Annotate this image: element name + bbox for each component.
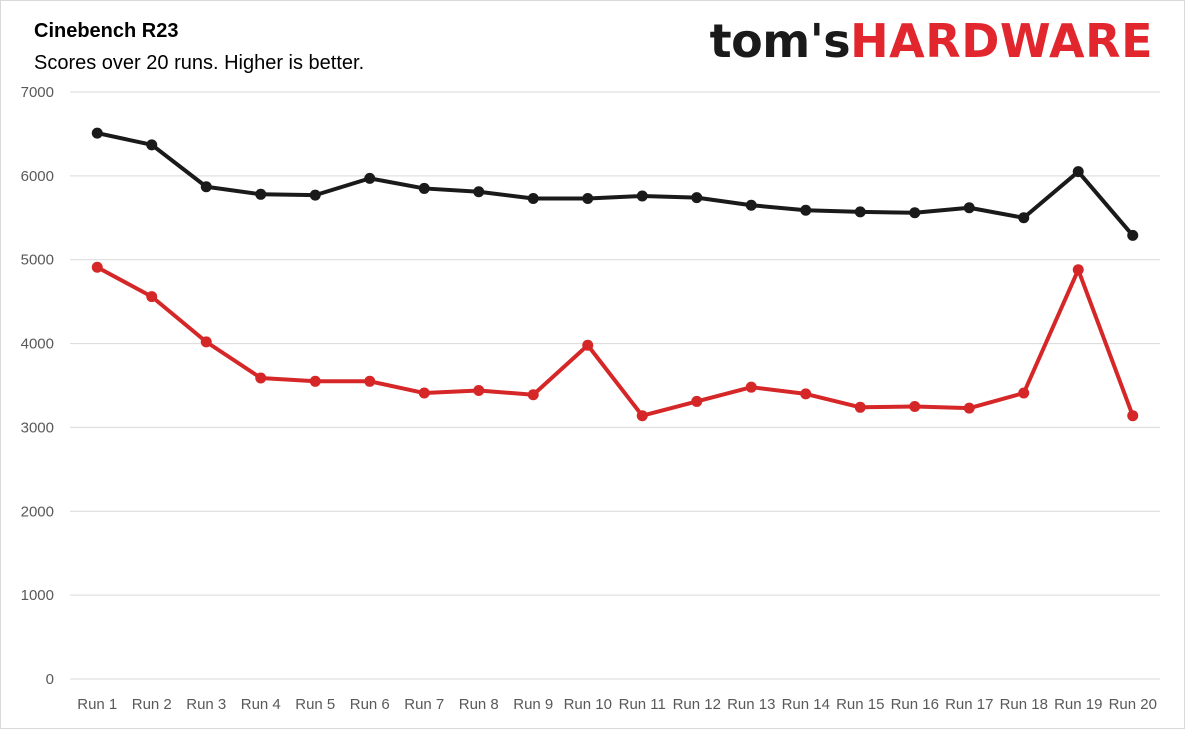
series-2-point-1 (91, 261, 103, 273)
series-1-point-18 (1018, 212, 1030, 224)
x-tick-label-17: Run 17 (945, 696, 993, 713)
x-tick-label-5: Run 5 (295, 696, 335, 713)
series-1-point-11 (636, 190, 648, 202)
series-1-point-6 (364, 172, 376, 184)
y-tick-label-2000: 2000 (21, 503, 54, 520)
series-2-point-3 (200, 336, 212, 348)
series-1-point-5 (309, 189, 321, 201)
series-1-point-9 (527, 192, 539, 204)
series-2-point-12 (691, 395, 703, 407)
series-2-point-20 (1127, 410, 1139, 422)
series-1-point-16 (909, 207, 921, 219)
y-tick-label-4000: 4000 (21, 336, 54, 353)
series-1-point-20 (1127, 229, 1139, 241)
x-tick-label-20: Run 20 (1109, 696, 1157, 713)
x-axis-labels: Run 1 Run 2 Run 3 Run 4 Run 5 Run 6 Run 7 Run 8… (77, 696, 1157, 713)
x-tick-label-7: Run 7 (404, 696, 444, 713)
y-tick-label-6000: 6000 (21, 168, 54, 185)
chart-title: Cinebench R23 (34, 20, 179, 42)
series-line-1 (95, 131, 1135, 238)
x-tick-label-13: Run 13 (727, 696, 775, 713)
series-2-point-5 (309, 375, 321, 387)
series-1-point-8 (473, 186, 485, 198)
gridlines (70, 91, 1160, 680)
x-tick-label-8: Run 8 (459, 696, 499, 713)
series-2-point-15 (854, 401, 866, 413)
series-1-point-2 (146, 139, 158, 151)
logo-hardware: HARDWARE (850, 14, 1153, 68)
x-tick-label-2: Run 2 (132, 696, 172, 713)
series-2-point-17 (963, 402, 975, 414)
series-1-point-4 (255, 188, 267, 200)
x-tick-label-15: Run 15 (836, 696, 884, 713)
series-2-point-19 (1072, 264, 1084, 276)
y-tick-label-3000: 3000 (21, 419, 54, 436)
series-1-point-13 (745, 199, 757, 211)
logo-toms: tom's (709, 14, 851, 68)
series-2-point-18 (1018, 387, 1030, 399)
series-1-point-3 (200, 181, 212, 193)
series-1-point-1 (91, 127, 103, 139)
series-1-point-15 (854, 206, 866, 218)
series-2-point-8 (473, 385, 485, 397)
series-2-point-4 (255, 372, 267, 384)
x-tick-label-9: Run 9 (513, 696, 553, 713)
series-2-point-6 (364, 375, 376, 387)
series-1-point-19 (1072, 166, 1084, 178)
y-tick-label-5000: 5000 (21, 252, 54, 269)
series-2-point-7 (418, 387, 430, 399)
chart-subtitle: Scores over 20 runs. Higher is better. (34, 52, 365, 74)
x-tick-label-3: Run 3 (186, 696, 226, 713)
series-1-point-10 (582, 192, 594, 204)
x-tick-label-6: Run 6 (350, 696, 390, 713)
series-2-point-2 (146, 291, 158, 303)
series-1-point-12 (691, 192, 703, 204)
series-2-point-9 (527, 389, 539, 401)
x-tick-label-14: Run 14 (782, 696, 830, 713)
x-tick-label-12: Run 12 (673, 696, 721, 713)
series-1-point-14 (800, 204, 812, 216)
x-tick-label-4: Run 4 (241, 696, 281, 713)
series-1-point-17 (963, 202, 975, 214)
y-tick-label-0: 0 (46, 671, 54, 688)
y-tick-label-1000: 1000 (21, 587, 54, 604)
y-axis-labels: 0 1000 2000 3000 4000 5000 6000 7000 (21, 84, 54, 688)
x-tick-label-1: Run 1 (77, 696, 117, 713)
series-2-point-16 (909, 400, 921, 412)
series-2-point-10 (582, 339, 594, 351)
series-2-point-11 (636, 410, 648, 422)
series-2-point-14 (800, 388, 812, 400)
x-tick-label-10: Run 10 (564, 696, 612, 713)
series-line-2 (95, 265, 1135, 418)
x-tick-label-18: Run 18 (1000, 696, 1048, 713)
series-group (91, 127, 1139, 422)
y-tick-label-7000: 7000 (21, 84, 54, 101)
toms-hardware-logo: tom'sHARDWARE (710, 18, 1153, 64)
series-2-point-13 (745, 381, 757, 393)
x-tick-label-19: Run 19 (1054, 696, 1102, 713)
x-tick-label-11: Run 11 (619, 696, 666, 713)
x-tick-label-16: Run 16 (891, 696, 939, 713)
series-1-point-7 (418, 182, 430, 194)
